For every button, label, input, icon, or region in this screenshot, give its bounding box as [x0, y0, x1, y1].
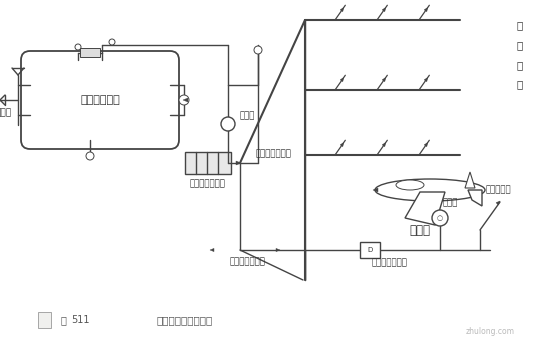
Bar — [360, 242, 380, 258]
Text: 图: 图 — [60, 315, 66, 325]
Bar — [38, 312, 51, 328]
Text: ○: ○ — [437, 215, 443, 221]
Text: 到报警器等装置: 到报警器等装置 — [230, 257, 266, 266]
Polygon shape — [496, 201, 500, 205]
Ellipse shape — [396, 180, 424, 190]
Polygon shape — [340, 142, 344, 147]
Circle shape — [221, 117, 235, 131]
Text: 泡沫比例混合器: 泡沫比例混合器 — [190, 179, 226, 188]
Text: 飞机库泡沫喷淋系统: 飞机库泡沫喷淋系统 — [157, 315, 213, 325]
FancyBboxPatch shape — [21, 51, 179, 149]
Text: 探测与启动装置: 探测与启动装置 — [372, 258, 408, 267]
Polygon shape — [340, 8, 344, 12]
Bar — [185, 152, 231, 174]
Text: 压力水: 压力水 — [0, 108, 12, 118]
Bar — [80, 48, 100, 57]
Circle shape — [86, 152, 94, 160]
Polygon shape — [468, 190, 482, 206]
Text: 雨淤阀: 雨淤阀 — [240, 111, 255, 120]
Polygon shape — [210, 248, 214, 252]
Text: zhulong.com: zhulong.com — [465, 327, 515, 336]
Polygon shape — [424, 142, 428, 147]
Ellipse shape — [375, 179, 485, 201]
Text: 机库区: 机库区 — [409, 224, 431, 237]
Polygon shape — [236, 161, 241, 165]
Polygon shape — [183, 98, 188, 102]
Polygon shape — [405, 192, 445, 225]
Circle shape — [109, 39, 115, 45]
Polygon shape — [373, 188, 378, 192]
Text: 摇动泡沫炮: 摇动泡沫炮 — [485, 186, 511, 195]
Circle shape — [432, 210, 448, 226]
Text: 511: 511 — [71, 315, 89, 325]
Polygon shape — [382, 78, 386, 82]
Circle shape — [75, 44, 81, 50]
Text: 囊式泡沫液罐: 囊式泡沫液罐 — [80, 95, 120, 105]
Circle shape — [179, 95, 189, 105]
Polygon shape — [465, 172, 475, 188]
Polygon shape — [340, 78, 344, 82]
Circle shape — [254, 46, 262, 54]
Polygon shape — [424, 78, 428, 82]
Text: 探测器: 探测器 — [442, 198, 458, 207]
Text: D: D — [367, 247, 372, 253]
Polygon shape — [276, 248, 280, 252]
Polygon shape — [382, 142, 386, 147]
Text: 泡沫混合液管线: 泡沫混合液管线 — [256, 149, 292, 158]
Text: 喷
头
网
络: 喷 头 网 络 — [517, 21, 523, 89]
Polygon shape — [424, 8, 428, 12]
Polygon shape — [382, 8, 386, 12]
